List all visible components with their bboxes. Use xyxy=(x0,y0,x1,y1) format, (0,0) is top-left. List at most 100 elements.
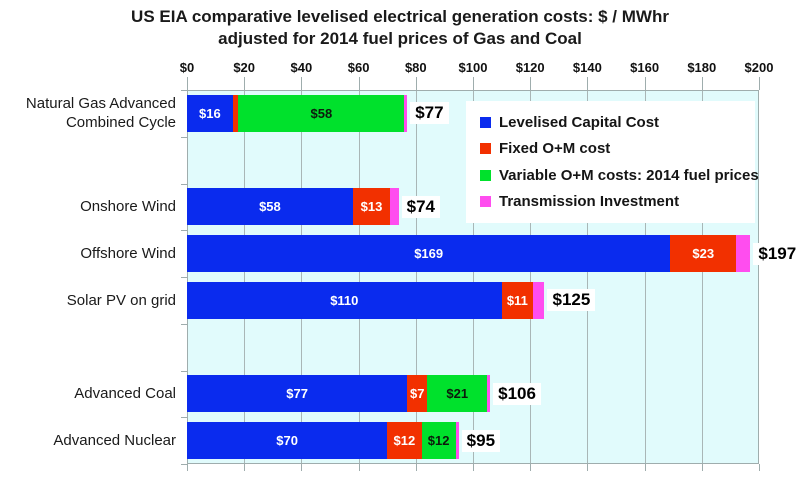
bar-segment-capital: $77 xyxy=(187,375,408,413)
gridline xyxy=(530,91,532,463)
x-axis-tick-bottom xyxy=(473,464,474,471)
legend-swatch-capital xyxy=(480,116,491,128)
total-label: $77 xyxy=(410,102,449,125)
x-axis-label: $140 xyxy=(572,60,602,75)
bar-segment-variable: $21 xyxy=(427,375,488,413)
category-label-line: Advanced Coal xyxy=(74,385,176,403)
total-label: $125 xyxy=(547,289,596,312)
total-label: $95 xyxy=(461,429,501,452)
legend: Levelised Capital Cost Fixed O+M cost Vari… xyxy=(466,101,759,223)
category-label: Natural Gas Advanced Combined Cycle xyxy=(0,95,176,132)
legend-swatch-fixed xyxy=(480,143,491,155)
gridline xyxy=(644,91,646,463)
x-axis-label: $160 xyxy=(630,60,660,75)
bar-segment-fixed: $23 xyxy=(670,235,737,273)
bar-segment-capital: $70 xyxy=(187,422,388,460)
x-axis-tick-bottom xyxy=(587,464,589,471)
gridline xyxy=(358,91,360,463)
x-axis-tick-bottom xyxy=(415,464,417,471)
legend-label: Variable O+M costs: 2014 fuel prices xyxy=(499,166,759,184)
segment-value-label: $13 xyxy=(360,199,383,215)
segment-value-label: $58 xyxy=(310,105,333,121)
y-axis-tick xyxy=(181,323,187,325)
bar-segment-transmission xyxy=(487,375,491,413)
legend-swatch-variable xyxy=(480,169,491,181)
x-axis-label: $0 xyxy=(179,60,195,75)
category-label-line: Offshore Wind xyxy=(80,245,176,263)
legend-item: Variable O+M costs: 2014 fuel prices xyxy=(480,167,759,184)
category-label: Solar PV on grid xyxy=(0,282,176,319)
bar-segment-variable: $58 xyxy=(238,94,405,132)
legend-item: Fixed O+M cost xyxy=(480,140,751,157)
category-label: Advanced Coal xyxy=(0,375,176,412)
bar-segment-capital: $110 xyxy=(187,281,502,319)
bar-row: $77 $7 $21 $106 xyxy=(187,375,541,413)
legend-label: Transmission Investment xyxy=(499,193,680,211)
x-axis-tick-bottom xyxy=(759,464,760,471)
bar-row: $16 $58 $77 xyxy=(187,94,449,132)
y-axis-tick xyxy=(181,417,187,419)
gridline xyxy=(587,91,589,463)
chart-title-line1: US EIA comparative levelised electrical … xyxy=(131,7,669,26)
y-axis-tick xyxy=(181,136,187,138)
bar-segment-transmission xyxy=(390,188,399,226)
x-axis-tick-bottom xyxy=(301,464,303,471)
segment-value-label: $21 xyxy=(446,386,469,402)
segment-value-label: $169 xyxy=(414,246,444,262)
x-axis-label: $40 xyxy=(290,60,313,75)
x-axis-tick-top xyxy=(587,77,589,90)
segment-value-label: $77 xyxy=(286,386,308,402)
category-label-line: Combined Cycle xyxy=(65,114,176,132)
x-axis-tick-bottom xyxy=(701,464,703,471)
y-axis-tick xyxy=(181,183,187,185)
legend-label: Fixed O+M cost xyxy=(499,140,611,158)
bar-segment-transmission xyxy=(404,94,408,132)
bar-segment-transmission xyxy=(533,281,545,319)
bar-row: $58 $13 $74 xyxy=(187,188,440,226)
x-axis-tick-top xyxy=(415,77,417,90)
total-label: $74 xyxy=(401,195,440,218)
chart-title-line2: adjusted for 2014 fuel prices of Gas and… xyxy=(218,29,582,48)
legend-item: Levelised Capital Cost xyxy=(480,114,751,131)
category-label: Advanced Nuclear xyxy=(0,422,176,459)
legend-item: Transmission Investment xyxy=(480,193,751,210)
bar-segment-variable: $12 xyxy=(421,422,456,460)
x-axis-label: $20 xyxy=(233,60,256,75)
segment-value-label: $16 xyxy=(199,105,221,121)
gridline xyxy=(473,91,474,463)
total-label: $197 xyxy=(753,242,800,265)
bar-segment-capital: $169 xyxy=(187,235,671,273)
gridline xyxy=(415,91,417,463)
x-axis-label: $80 xyxy=(404,60,427,75)
category-label: Offshore Wind xyxy=(0,235,176,272)
x-axis-tick-top xyxy=(301,77,303,90)
bar-segment-fixed: $13 xyxy=(352,188,391,226)
segment-value-label: $12 xyxy=(393,433,416,449)
category-label-line: Advanced Nuclear xyxy=(53,432,176,450)
segment-value-label: $23 xyxy=(692,246,715,262)
segment-value-label: $7 xyxy=(409,386,425,402)
category-label: Onshore Wind xyxy=(0,188,176,225)
segment-value-label: $12 xyxy=(427,433,450,449)
bar-segment-transmission xyxy=(455,422,459,460)
bar-segment-capital: $58 xyxy=(187,188,353,226)
x-axis-tick-top xyxy=(358,77,360,90)
y-axis-tick xyxy=(181,90,187,91)
x-axis-tick-top xyxy=(244,77,246,90)
x-axis-tick-bottom xyxy=(530,464,532,471)
bar-segment-capital: $16 xyxy=(187,94,233,132)
y-axis-tick xyxy=(181,277,187,278)
gridline xyxy=(701,91,703,463)
x-axis-tick-top xyxy=(530,77,532,90)
x-axis-tick-top xyxy=(644,77,646,90)
x-axis-label: $200 xyxy=(744,60,774,75)
segment-value-label: $110 xyxy=(330,292,359,308)
x-axis-tick-top xyxy=(187,77,188,90)
x-axis-tick-top xyxy=(701,77,703,90)
bar-segment-fixed: $11 xyxy=(501,281,534,319)
bar-segment-transmission xyxy=(736,235,751,273)
segment-value-label: $70 xyxy=(276,433,298,449)
x-axis-tick-top xyxy=(473,77,474,90)
x-axis-tick-bottom xyxy=(187,464,188,471)
